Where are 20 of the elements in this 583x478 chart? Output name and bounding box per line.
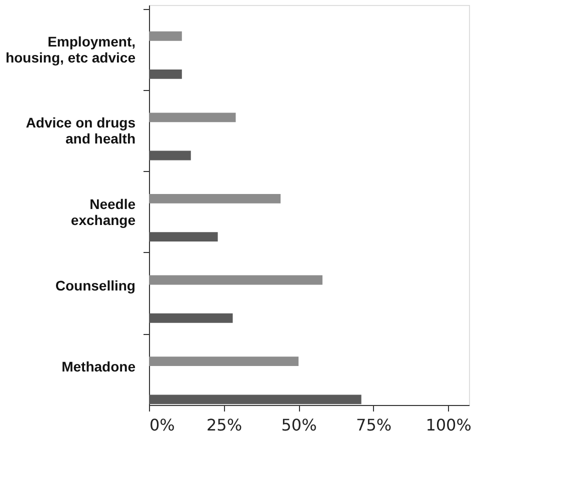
bar: [149, 31, 182, 41]
y-tick-label: Advice on drugs and health: [26, 114, 136, 147]
y-tick-label: Counselling: [55, 277, 136, 294]
bar: [149, 394, 362, 404]
bar: [149, 275, 322, 285]
bar: [149, 313, 233, 323]
x-tick-label: 0%: [150, 416, 175, 434]
x-tick-label: 50%: [281, 416, 317, 434]
bar: [149, 194, 281, 204]
bar: [149, 150, 191, 160]
bar: [149, 69, 182, 79]
bar: [149, 232, 218, 242]
bar: [149, 112, 236, 122]
y-tick-label: Needle exchange: [70, 196, 136, 228]
x-tick-label: 25%: [206, 416, 242, 434]
y-tick-label: Methadone: [62, 358, 136, 375]
x-tick-label: 100%: [426, 416, 472, 434]
x-tick-label: 75%: [356, 416, 392, 434]
bar: [149, 356, 299, 366]
y-tick-label: Employment, housing, etc advice: [6, 33, 136, 66]
